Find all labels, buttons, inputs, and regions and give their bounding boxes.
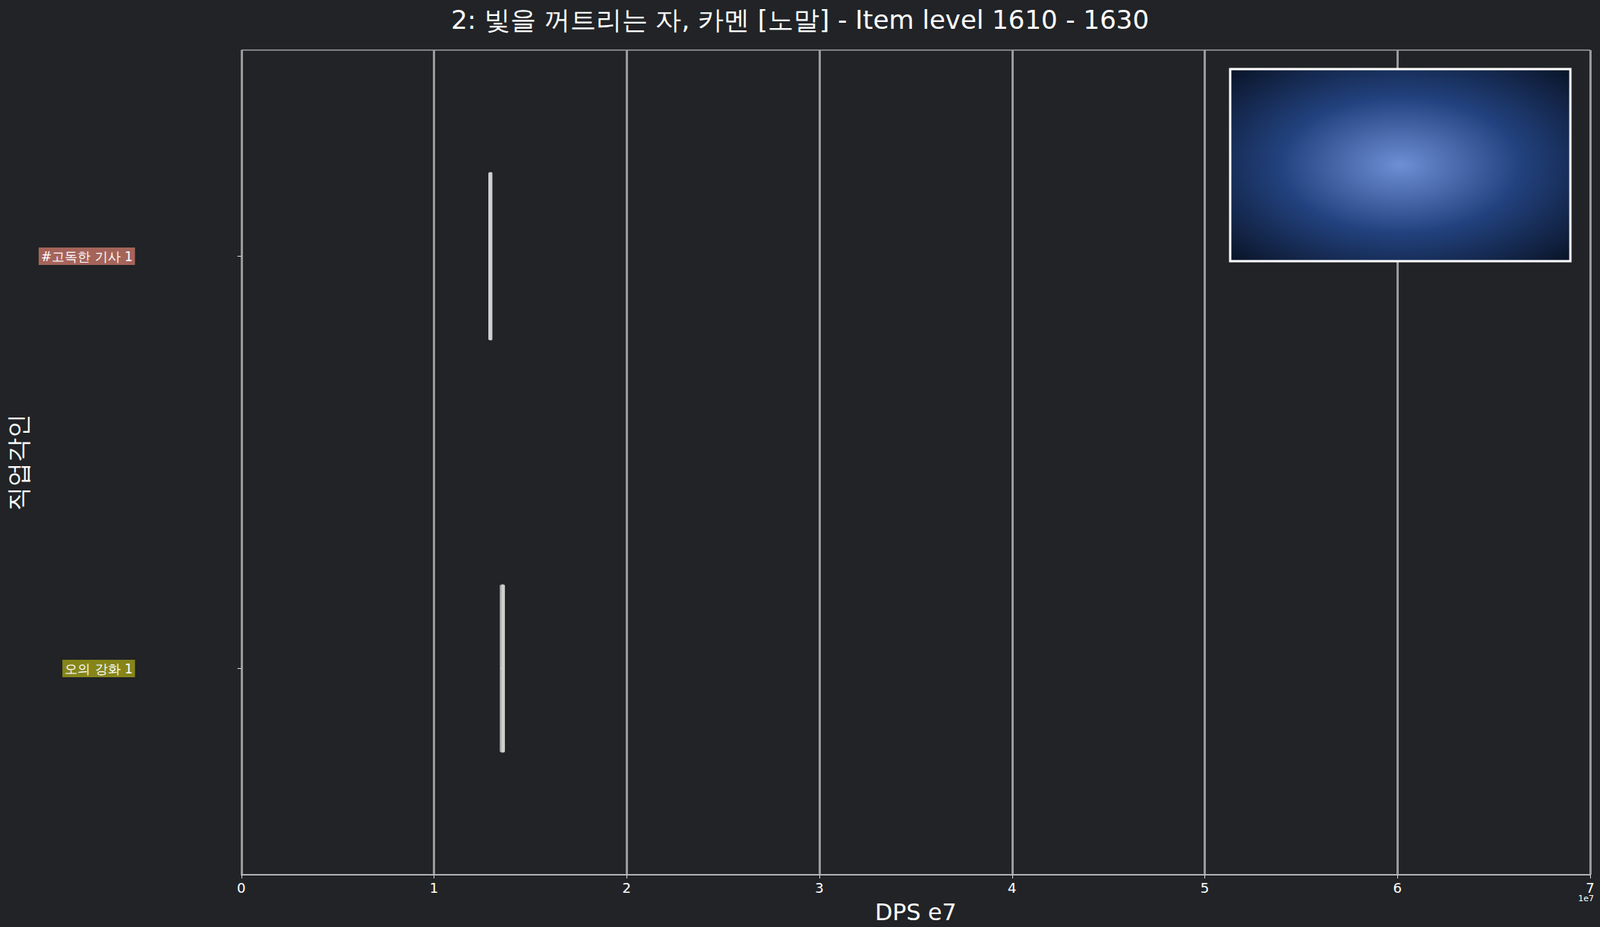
svg-text:DPS e7: DPS e7 [874,899,957,926]
svg-text:5: 5 [1200,880,1209,897]
svg-text:2: 빛을 꺼트리는 자, 카멘 [노말] - Item l: 2: 빛을 꺼트리는 자, 카멘 [노말] - Item level 1610 … [451,4,1149,35]
svg-text:4: 4 [1007,880,1017,897]
svg-text:#고독한 기사 1: #고독한 기사 1 [41,249,133,265]
svg-text:2: 2 [622,880,632,897]
svg-text:직업각인: 직업각인 [3,413,33,512]
svg-text:오의 강화 1: 오의 강화 1 [64,661,133,677]
svg-text:1e7: 1e7 [1577,893,1594,904]
svg-text:7: 7 [1585,879,1595,896]
svg-text:0: 0 [236,880,246,897]
svg-text:6: 6 [1393,880,1402,897]
svg-text:3: 3 [814,880,824,897]
svg-text:1: 1 [429,880,439,897]
